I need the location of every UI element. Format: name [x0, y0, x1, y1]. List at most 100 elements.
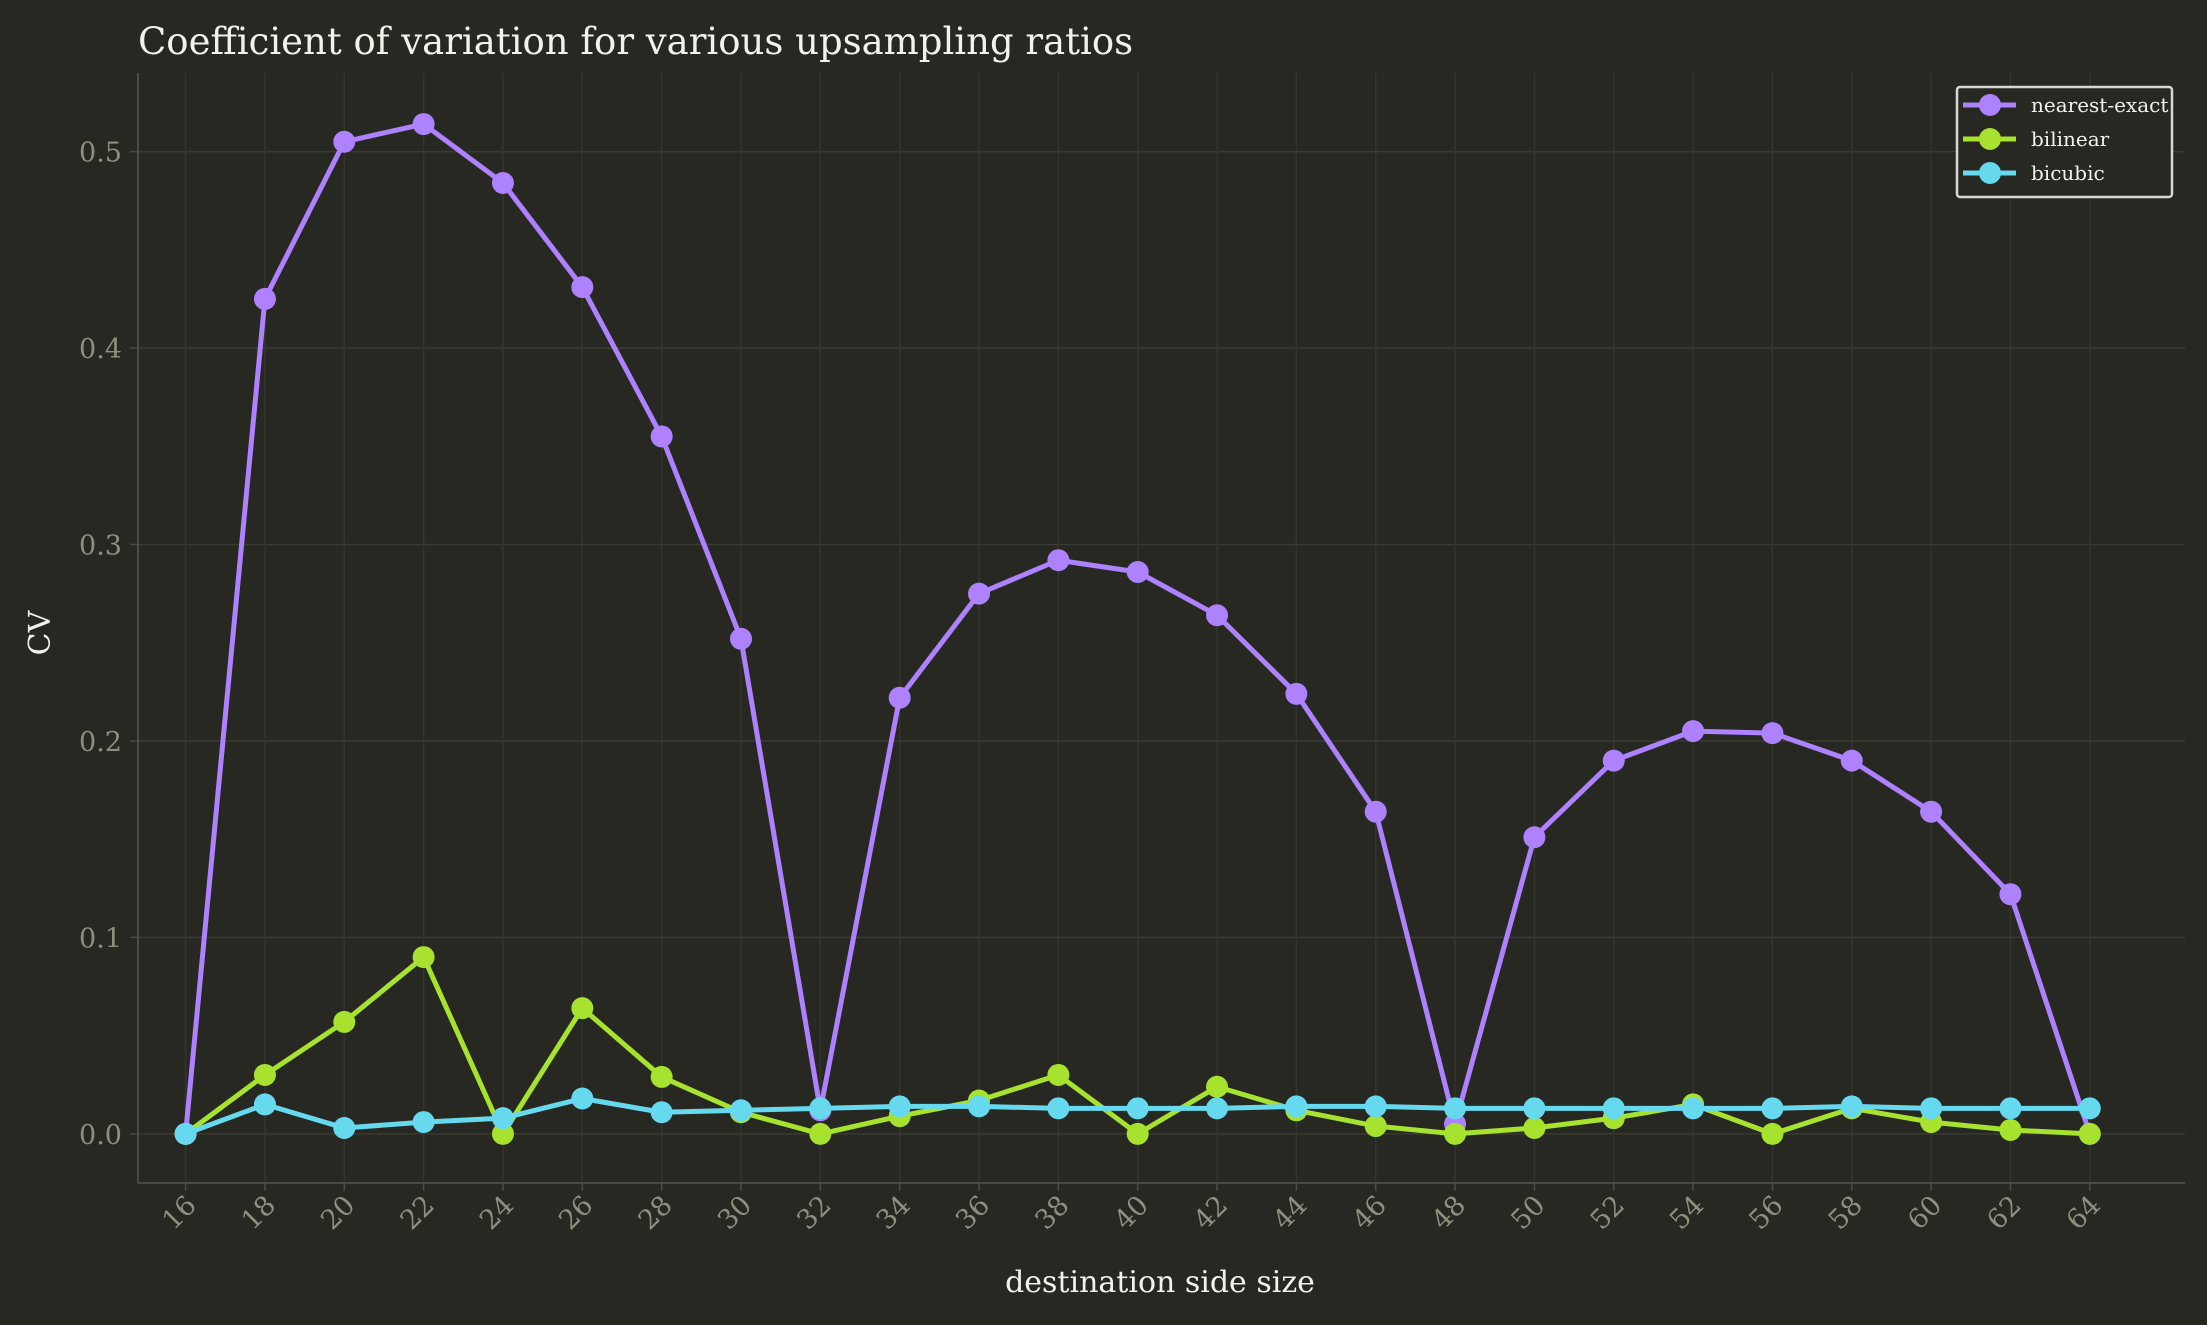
data-point-bicubic: [412, 1111, 435, 1134]
data-point-nearest-exact: [1047, 549, 1070, 572]
y-tick-label: 0.0: [79, 1120, 122, 1151]
x-tick-label: 36: [950, 1190, 996, 1236]
data-point-bicubic: [1126, 1097, 1149, 1120]
data-point-bicubic: [333, 1116, 356, 1139]
data-point-bicubic: [809, 1097, 832, 1120]
x-tick-label: 16: [156, 1190, 202, 1236]
x-tick-label: 44: [1267, 1190, 1313, 1236]
x-tick-label: 22: [395, 1190, 441, 1236]
series-bicubic: [174, 1087, 2101, 1145]
data-point-bicubic: [174, 1122, 197, 1145]
data-point-bilinear: [1999, 1118, 2022, 1141]
data-point-bicubic: [1682, 1097, 1705, 1120]
data-point-bilinear: [2078, 1122, 2101, 1145]
x-tick-label: 18: [236, 1190, 282, 1236]
data-point-nearest-exact: [1602, 749, 1625, 772]
data-point-bilinear: [1444, 1122, 1467, 1145]
data-point-bicubic: [650, 1101, 673, 1124]
y-ticks: 0.0 0.1 0.2 0.3 0.4 0.5: [79, 138, 138, 1151]
plot-background: [138, 73, 2185, 1183]
x-tick-label: 20: [315, 1190, 361, 1236]
x-tick-label: 40: [1109, 1190, 1155, 1236]
legend-label: bilinear: [2031, 127, 2110, 151]
data-point-bicubic: [2078, 1097, 2101, 1120]
data-point-nearest-exact: [253, 287, 276, 310]
series-nearest-exact: [174, 113, 2101, 1145]
data-point-nearest-exact: [412, 113, 435, 136]
data-point-nearest-exact: [650, 425, 673, 448]
x-tick-label: 54: [1664, 1190, 1710, 1236]
data-point-bicubic: [1840, 1095, 1863, 1118]
data-point-bilinear: [1761, 1122, 1784, 1145]
x-tick-label: 26: [553, 1190, 599, 1236]
x-tick-label: 62: [1981, 1190, 2027, 1236]
y-tick-label: 0.5: [79, 138, 122, 169]
legend-marker: [1979, 162, 2001, 184]
data-point-bicubic: [1761, 1097, 1784, 1120]
data-point-nearest-exact: [888, 686, 911, 709]
x-tick-label: 32: [791, 1190, 837, 1236]
legend-item-nearest-exact: nearest-exact: [1963, 93, 2168, 117]
x-tick-label: 52: [1585, 1190, 1631, 1236]
data-point-nearest-exact: [1126, 561, 1149, 584]
data-point-bilinear: [412, 946, 435, 969]
legend-item-bilinear: bilinear: [1963, 127, 2110, 151]
data-point-bicubic: [1602, 1097, 1625, 1120]
y-tick-label: 0.3: [79, 531, 122, 562]
x-tick-label: 34: [871, 1190, 917, 1236]
data-point-bicubic: [1523, 1097, 1546, 1120]
x-tick-label: 46: [1347, 1190, 1393, 1236]
data-point-bicubic: [491, 1107, 514, 1130]
data-point-bicubic: [1364, 1095, 1387, 1118]
x-tick-label: 42: [1188, 1190, 1234, 1236]
x-tick-label: 50: [1505, 1190, 1551, 1236]
data-point-bicubic: [968, 1095, 991, 1118]
data-point-bilinear: [1523, 1116, 1546, 1139]
data-point-nearest-exact: [1682, 720, 1705, 743]
x-tick-label: 28: [633, 1190, 679, 1236]
x-tick-label: 24: [474, 1190, 520, 1236]
data-point-bilinear: [571, 997, 594, 1020]
data-point-bicubic: [1206, 1097, 1229, 1120]
x-ticks: 16 18 20 22 24 26 28 30 32 34 36 38 40 42 44 46 48 50 52 54…: [156, 1183, 2107, 1236]
data-point-nearest-exact: [571, 276, 594, 299]
data-point-bicubic: [253, 1093, 276, 1116]
x-tick-label: 38: [1029, 1190, 1075, 1236]
data-point-bilinear: [650, 1065, 673, 1088]
data-point-nearest-exact: [1206, 604, 1229, 627]
data-point-bilinear: [333, 1010, 356, 1033]
data-point-nearest-exact: [1840, 749, 1863, 772]
data-point-nearest-exact: [1999, 883, 2022, 906]
chart-title: Coefficient of variation for various ups…: [138, 20, 1133, 63]
y-tick-label: 0.2: [79, 727, 122, 758]
data-point-bilinear: [1364, 1115, 1387, 1138]
y-axis-label: CV: [23, 609, 58, 655]
data-point-bilinear: [1126, 1122, 1149, 1145]
data-point-bicubic: [888, 1095, 911, 1118]
legend-item-bicubic: bicubic: [1963, 161, 2105, 185]
data-point-bicubic: [1999, 1097, 2022, 1120]
y-tick-label: 0.4: [79, 334, 122, 365]
data-point-bicubic: [1920, 1097, 1943, 1120]
data-point-bicubic: [571, 1087, 594, 1110]
x-tick-label: 30: [712, 1190, 758, 1236]
series-group: [174, 113, 2101, 1145]
data-point-nearest-exact: [1285, 682, 1308, 705]
data-point-nearest-exact: [1761, 722, 1784, 745]
data-point-nearest-exact: [1523, 826, 1546, 849]
data-point-bilinear: [1047, 1063, 1070, 1086]
data-point-bilinear: [1206, 1075, 1229, 1098]
data-point-nearest-exact: [968, 582, 991, 605]
data-point-bicubic: [1047, 1097, 1070, 1120]
data-point-bilinear: [809, 1122, 832, 1145]
legend: nearest-exact bilinear bicubic: [1955, 85, 2174, 199]
data-point-nearest-exact: [333, 130, 356, 153]
data-point-bilinear: [253, 1063, 276, 1086]
legend-label: bicubic: [2031, 161, 2105, 185]
y-tick-label: 0.1: [79, 923, 122, 954]
axes: [137, 73, 2185, 1184]
data-point-bilinear: [491, 1122, 514, 1145]
data-point-bicubic: [1444, 1097, 1467, 1120]
data-point-bicubic: [729, 1099, 752, 1122]
